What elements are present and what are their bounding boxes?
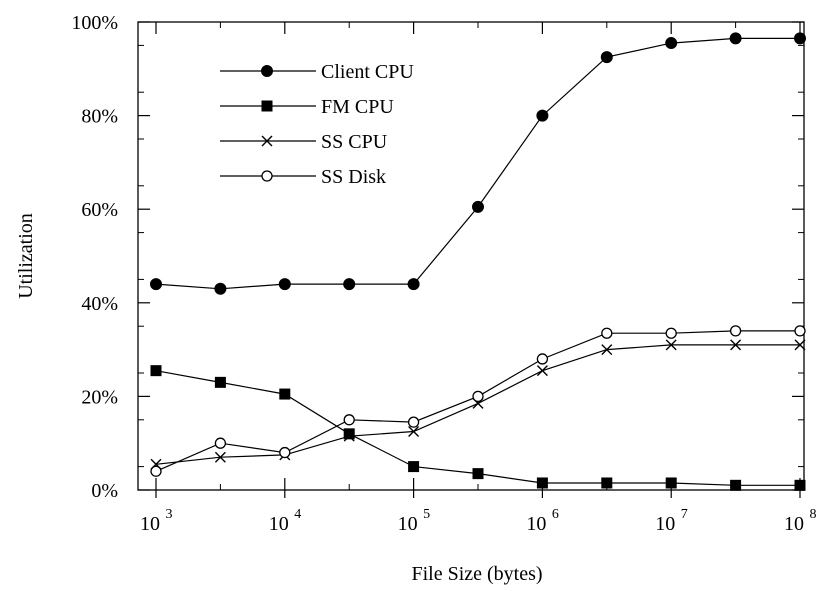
cross-stroke [730, 339, 742, 351]
y-tick-label: 40% [81, 293, 118, 315]
point-marker [536, 109, 549, 122]
y-axis-title: Utilization [15, 213, 37, 299]
cross-stroke [214, 451, 226, 463]
point-marker [665, 477, 677, 489]
x-tick-label: 10 [140, 513, 160, 535]
point-marker [407, 416, 420, 428]
point-marker [343, 278, 356, 291]
point-marker [279, 446, 291, 459]
point-marker [794, 32, 806, 45]
point-marker [601, 327, 613, 339]
legend-label: Client CPU [321, 61, 414, 83]
point-marker [408, 461, 420, 473]
point-marker [472, 390, 484, 403]
legend-label: SS Disk [321, 166, 386, 188]
legend-label: SS CPU [321, 131, 388, 153]
x-tick-exponent: 4 [294, 507, 301, 522]
cross-stroke [536, 365, 548, 377]
point-marker [729, 325, 742, 337]
point-marker [343, 428, 355, 440]
cross-stroke [343, 430, 355, 442]
series-line [155, 344, 800, 465]
plot-frame [137, 21, 805, 491]
point-marker [261, 65, 273, 77]
point-marker [214, 437, 227, 449]
point-marker [601, 344, 613, 356]
x-tick-label: 10 [269, 513, 289, 535]
point-marker [150, 365, 162, 377]
point-marker [794, 325, 806, 337]
x-tick-exponent: 7 [681, 507, 688, 522]
y-tick-label: 80% [81, 106, 118, 128]
point-marker [794, 479, 806, 491]
point-marker [214, 451, 226, 463]
point-marker [261, 100, 273, 112]
y-tick-label: 0% [91, 480, 118, 502]
series-line [155, 37, 800, 290]
legend-item: SS Disk [220, 166, 386, 188]
point-marker [665, 37, 678, 50]
point-marker [214, 282, 227, 295]
x-tick-label: 10 [398, 513, 418, 535]
point-marker [150, 465, 162, 477]
x-tick-exponent: 3 [166, 507, 173, 522]
cross-stroke [601, 344, 613, 356]
cross-stroke [794, 339, 806, 351]
x-tick-label: 10 [784, 513, 804, 535]
point-marker [408, 426, 420, 437]
point-marker [600, 51, 613, 64]
x-axis-title: File Size (bytes) [411, 563, 542, 585]
x-tick-exponent: 8 [810, 507, 817, 522]
point-marker [472, 200, 485, 213]
y-tick-labels: 0% 20% 40% 60% 80% 100% [71, 12, 118, 502]
point-marker [536, 353, 549, 365]
cross-stroke [408, 426, 420, 437]
legend-item: FM CPU [220, 96, 394, 118]
y-tick-label: 60% [81, 199, 118, 221]
point-marker [665, 339, 677, 351]
point-marker [279, 388, 291, 400]
x-tick-label: 10 [655, 513, 675, 535]
series-line [155, 370, 800, 486]
point-marker [343, 414, 355, 426]
point-marker [261, 135, 273, 147]
x-tick-exponent: 6 [552, 507, 559, 522]
legend: Client CPU FM CPU SS CPU SS Disk [220, 61, 414, 188]
legend-label: FM CPU [321, 96, 394, 118]
point-marker [536, 477, 548, 489]
point-marker [730, 479, 742, 491]
x-tick-exponent: 5 [423, 507, 430, 522]
y-tick-label: 20% [81, 386, 118, 408]
x-tick-labels: 10 3 10 4 10 5 10 6 10 7 10 8 [140, 507, 817, 535]
legend-item: SS CPU [220, 131, 388, 153]
point-marker [407, 278, 420, 291]
point-marker [261, 170, 273, 182]
point-marker [601, 477, 613, 489]
point-marker [472, 468, 484, 480]
y-tick-label: 100% [71, 12, 118, 34]
point-marker [214, 376, 226, 388]
legend-item: Client CPU [220, 61, 414, 83]
cross-stroke [665, 339, 677, 351]
series-markers [150, 32, 806, 491]
point-marker [729, 32, 742, 45]
point-marker [278, 278, 291, 291]
axis-ticks [138, 21, 804, 498]
point-marker [730, 339, 742, 351]
point-marker [150, 278, 162, 291]
point-marker [536, 365, 548, 377]
point-marker [794, 339, 806, 351]
point-marker [665, 327, 677, 339]
x-tick-label: 10 [526, 513, 546, 535]
point-marker [343, 430, 355, 442]
cross-stroke [261, 135, 273, 147]
